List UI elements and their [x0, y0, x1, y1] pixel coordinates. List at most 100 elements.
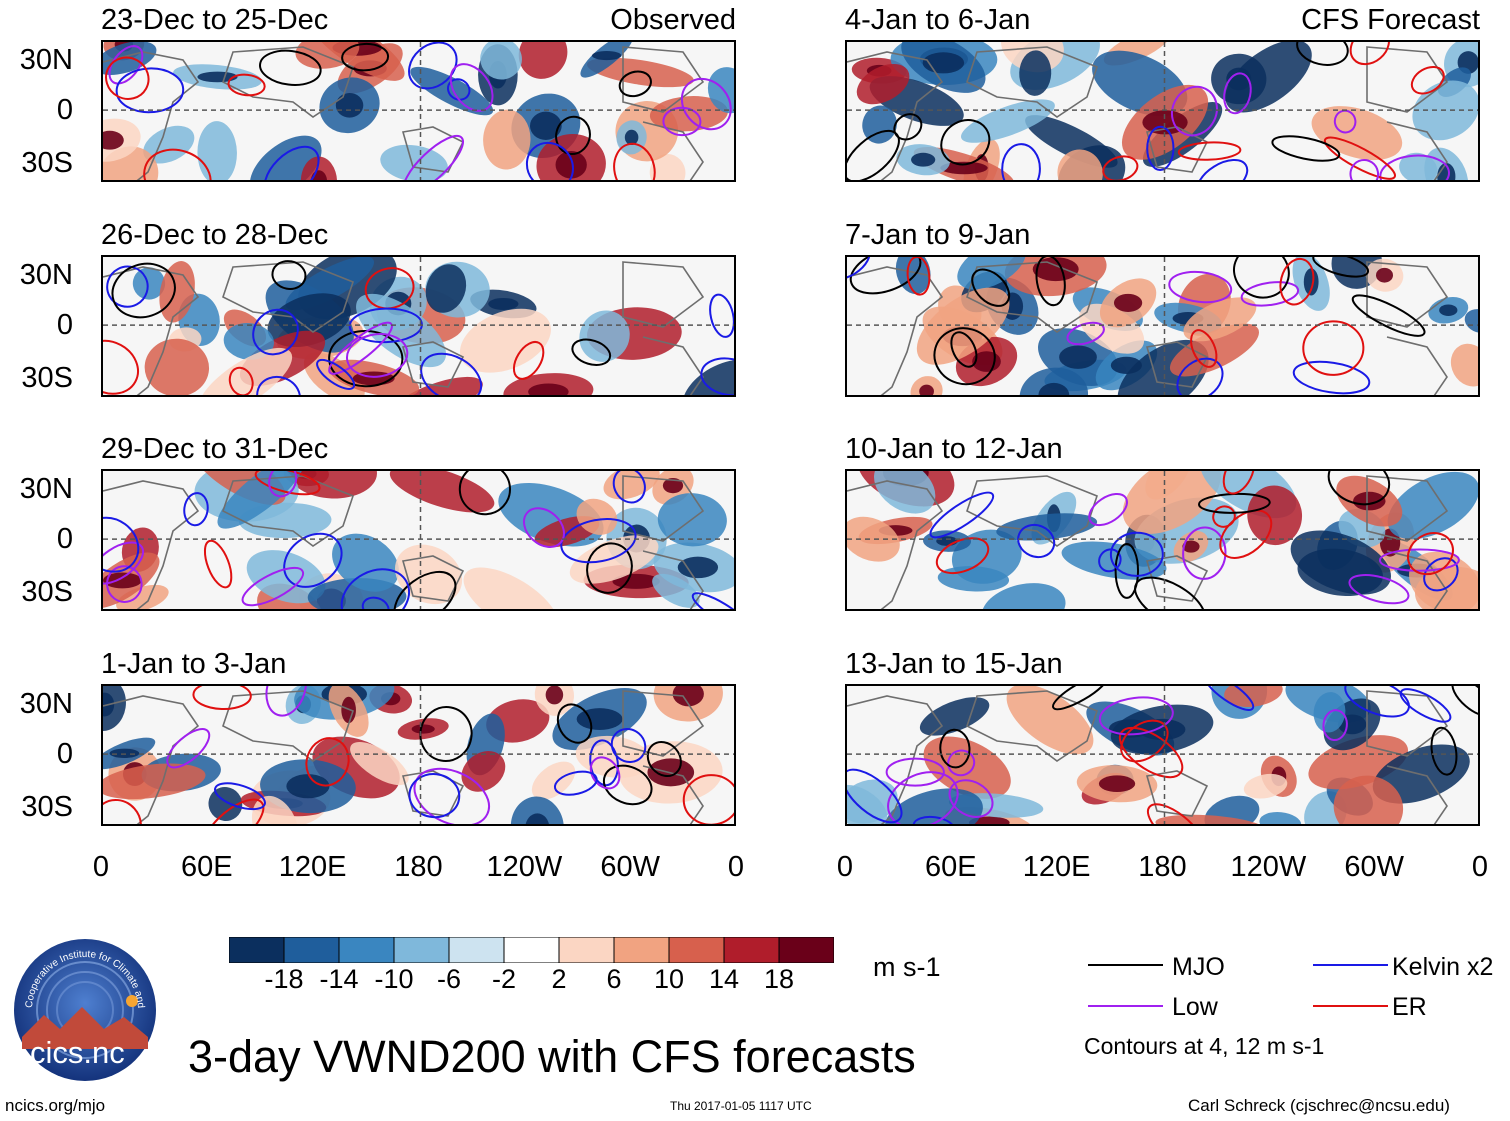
coastline	[642, 765, 704, 824]
anomaly-contour	[103, 541, 145, 585]
footer-url[interactable]: ncics.org/mjo	[5, 1096, 106, 1115]
anomaly-contour	[1118, 726, 1184, 779]
anomaly-contour	[1423, 557, 1459, 592]
coastline	[103, 480, 200, 609]
panel-title: 4-Jan to 6-Jan	[845, 4, 1031, 36]
anomaly-contour	[1333, 109, 1357, 134]
shading-core	[335, 92, 364, 118]
anomaly-contour	[1035, 257, 1066, 307]
shading-core	[919, 384, 934, 395]
longitude-label: 120W	[486, 851, 563, 883]
anomaly-contour	[613, 142, 656, 180]
anomaly-contour	[1109, 531, 1164, 577]
anomaly-contour	[1134, 576, 1206, 609]
coastline	[847, 695, 944, 824]
latitude-label: 30S	[21, 362, 73, 394]
anomaly-contour	[143, 148, 212, 180]
shading-core	[286, 774, 330, 799]
shading-blob	[576, 498, 618, 535]
anomaly-contour	[111, 262, 176, 319]
shading-core	[1439, 304, 1458, 316]
coastline	[1145, 341, 1209, 388]
anomaly-contour	[1233, 257, 1290, 299]
anomaly-contour	[252, 308, 299, 356]
shading-core	[488, 297, 519, 310]
anomaly-contour	[364, 267, 415, 310]
anomaly-contour	[1351, 294, 1426, 337]
anomaly-contour	[1176, 357, 1224, 395]
shading-core	[1353, 491, 1386, 511]
shading-blob	[707, 67, 734, 114]
shading-blob	[144, 338, 210, 395]
shading-blob	[217, 471, 304, 529]
anomaly-contour	[271, 260, 307, 290]
shading-blob	[461, 751, 506, 792]
logo-globe-icon: Cooperative Institute for Climate and Sa…	[9, 929, 156, 1081]
shading-blob	[579, 310, 630, 362]
coastline	[222, 46, 354, 118]
shading-blob	[856, 63, 910, 105]
shading-core	[1098, 775, 1136, 793]
anomaly-contour	[556, 703, 593, 744]
shading-blob	[531, 761, 576, 800]
longitude-label: 120E	[278, 851, 347, 883]
shading-blob	[1122, 471, 1221, 534]
anomaly-contour	[283, 532, 343, 588]
anomaly-contour	[103, 516, 140, 573]
anomaly-contour	[525, 141, 574, 180]
colorbar-swatch	[778, 936, 835, 964]
anomaly-contour	[1098, 548, 1122, 573]
longitude-label: 60E	[181, 851, 233, 883]
coastline	[847, 480, 944, 609]
shading-core	[672, 686, 704, 707]
colorbar-tick-label: 10	[653, 964, 685, 994]
shading-core	[1032, 257, 1079, 282]
colorbar-tick-label: -18	[264, 964, 304, 994]
longitude-label: 0	[836, 851, 854, 883]
latitude-label: 30S	[21, 147, 73, 179]
anomaly-contour	[1146, 125, 1175, 172]
anomaly-contour	[940, 119, 991, 166]
shading-blob	[1001, 42, 1064, 73]
shading-blob	[295, 42, 360, 69]
anomaly-contour	[1203, 686, 1255, 711]
main-title: 3-day VWND200 with CFS forecasts	[188, 1031, 916, 1082]
coastline	[1386, 121, 1448, 180]
latitude-label: 30N	[19, 44, 73, 76]
latitude-label: 30S	[21, 791, 73, 823]
colorbar-swatch	[558, 936, 615, 964]
shading-blob	[569, 535, 659, 584]
longitude-label: 60W	[600, 851, 660, 883]
legend-note: Contours at 4, 12 m s-1	[1084, 1033, 1325, 1059]
anomaly-contour	[680, 77, 732, 131]
anomaly-contour	[893, 113, 923, 141]
anomaly-contour	[203, 539, 233, 589]
shading-blob	[1409, 551, 1478, 609]
shading-blob	[1019, 367, 1089, 395]
shading-blob	[1057, 149, 1103, 180]
shading-blob	[483, 109, 531, 170]
anomaly-contour	[1196, 158, 1249, 180]
anomaly-contour	[887, 771, 959, 824]
shading-blob	[332, 533, 399, 592]
coastline	[401, 341, 465, 388]
anomaly-contour	[1279, 257, 1315, 306]
anomaly-contour	[328, 321, 393, 375]
footer-timestamp: Thu 2017-01-05 1117 UTC	[670, 1099, 812, 1113]
anomaly-contour	[203, 798, 265, 824]
anomaly-contour	[105, 56, 150, 100]
anomaly-contour	[1114, 542, 1140, 599]
coastline	[622, 261, 705, 328]
anomaly-contour	[402, 134, 464, 180]
coastline	[1366, 475, 1449, 542]
shading-blob	[380, 144, 448, 180]
shading-blob	[1259, 811, 1302, 824]
anomaly-contour	[256, 375, 301, 395]
shading-blob	[1243, 773, 1288, 799]
colorbar-tick-label: 6	[606, 964, 622, 994]
anomaly-contour	[106, 265, 149, 308]
anomaly-contour	[316, 358, 356, 390]
shading-blob	[1061, 541, 1167, 580]
shading-core	[576, 708, 623, 730]
shading-core	[1038, 382, 1070, 395]
